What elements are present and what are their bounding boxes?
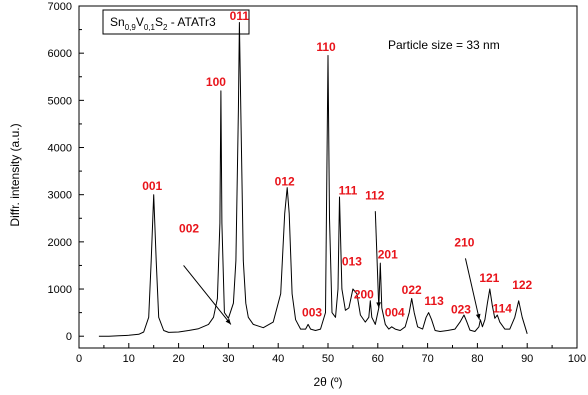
arrow-210 [464,258,480,320]
x-tick-label-4: 40 [272,353,284,365]
peak-label-023: 023 [451,303,471,317]
legend-box [102,9,250,35]
legend-part-0: Sn [110,15,125,29]
x-tick-label-1: 10 [123,353,135,365]
legend-part-1: 0,9 [125,23,137,32]
peak-label-011: 011 [230,9,250,23]
peak-label-114: 114 [493,302,513,316]
peak-label-200: 200 [354,287,374,301]
y-tick-label-4: 4000 [48,143,72,155]
legend: Sn0,9V0,1S2 - ATATr3 [102,9,250,35]
arrow-112 [374,211,380,308]
axis-ticks: 0 10 20 30 40 50 60 70 80 90 100010002000300040005… [48,1,587,365]
peak-label-112: 112 [365,188,385,202]
peak-label-111: 111 [339,184,358,198]
arrow-head-112 [376,302,381,308]
y-tick-label-3: 3000 [48,190,72,202]
legend-part-2: V [136,15,144,29]
x-tick-label-0: 0 [76,353,82,365]
arrow-head-210 [475,313,481,320]
x-tick-label-5: 50 [322,353,334,365]
x-tick-label-2: 20 [172,353,184,365]
peak-label-113: 113 [424,294,444,308]
arrow-annotations [183,211,481,325]
arrow-head-002 [225,318,231,325]
peak-label-201: 201 [378,247,398,261]
x-tick-label-8: 80 [471,353,483,365]
peak-label-122: 122 [512,278,532,292]
arrow-002 [183,265,232,325]
peak-label-004: 004 [385,305,405,319]
legend-part-5: 2 [163,23,168,32]
x-tick-label-6: 60 [372,353,384,365]
x-axis-title: 2θ (º) [313,375,342,389]
y-tick-label-5: 5000 [48,95,72,107]
legend-part-6: - ATATr3 [167,15,216,29]
peak-label-003: 003 [302,305,322,319]
series-group [98,22,528,337]
peak-label-110: 110 [316,40,336,54]
peak-label-002: 002 [179,221,199,235]
y-tick-label-0: 0 [66,331,72,343]
xrd-pattern-line-0 [98,22,528,337]
peak-label-100: 100 [206,75,226,89]
x-tick-label-9: 90 [521,353,533,365]
legend-text: Sn0,9V0,1S2 - ATATr3 [110,15,216,32]
y-tick-label-1: 1000 [48,284,72,296]
x-tick-label-3: 30 [222,353,234,365]
legend-part-3: 0,1 [144,23,156,32]
peak-label-013: 013 [342,254,362,268]
y-tick-label-6: 6000 [48,48,72,60]
y-tick-label-2: 2000 [48,237,72,249]
peak-label-022: 022 [402,283,422,297]
peak-label-012: 012 [275,174,295,188]
y-tick-label-7: 7000 [48,1,72,13]
y-axis-title: Diffr. intensity (a.u.) [8,123,22,226]
x-tick-label-7: 70 [421,353,433,365]
legend-part-4: S [155,15,163,29]
peak-label-001: 001 [142,179,162,193]
x-tick-label-10: 100 [568,353,586,365]
peak-label-121: 121 [479,271,499,285]
peak-label-210: 210 [454,236,474,250]
particle-size-note: Particle size = 33 nm [388,38,500,52]
